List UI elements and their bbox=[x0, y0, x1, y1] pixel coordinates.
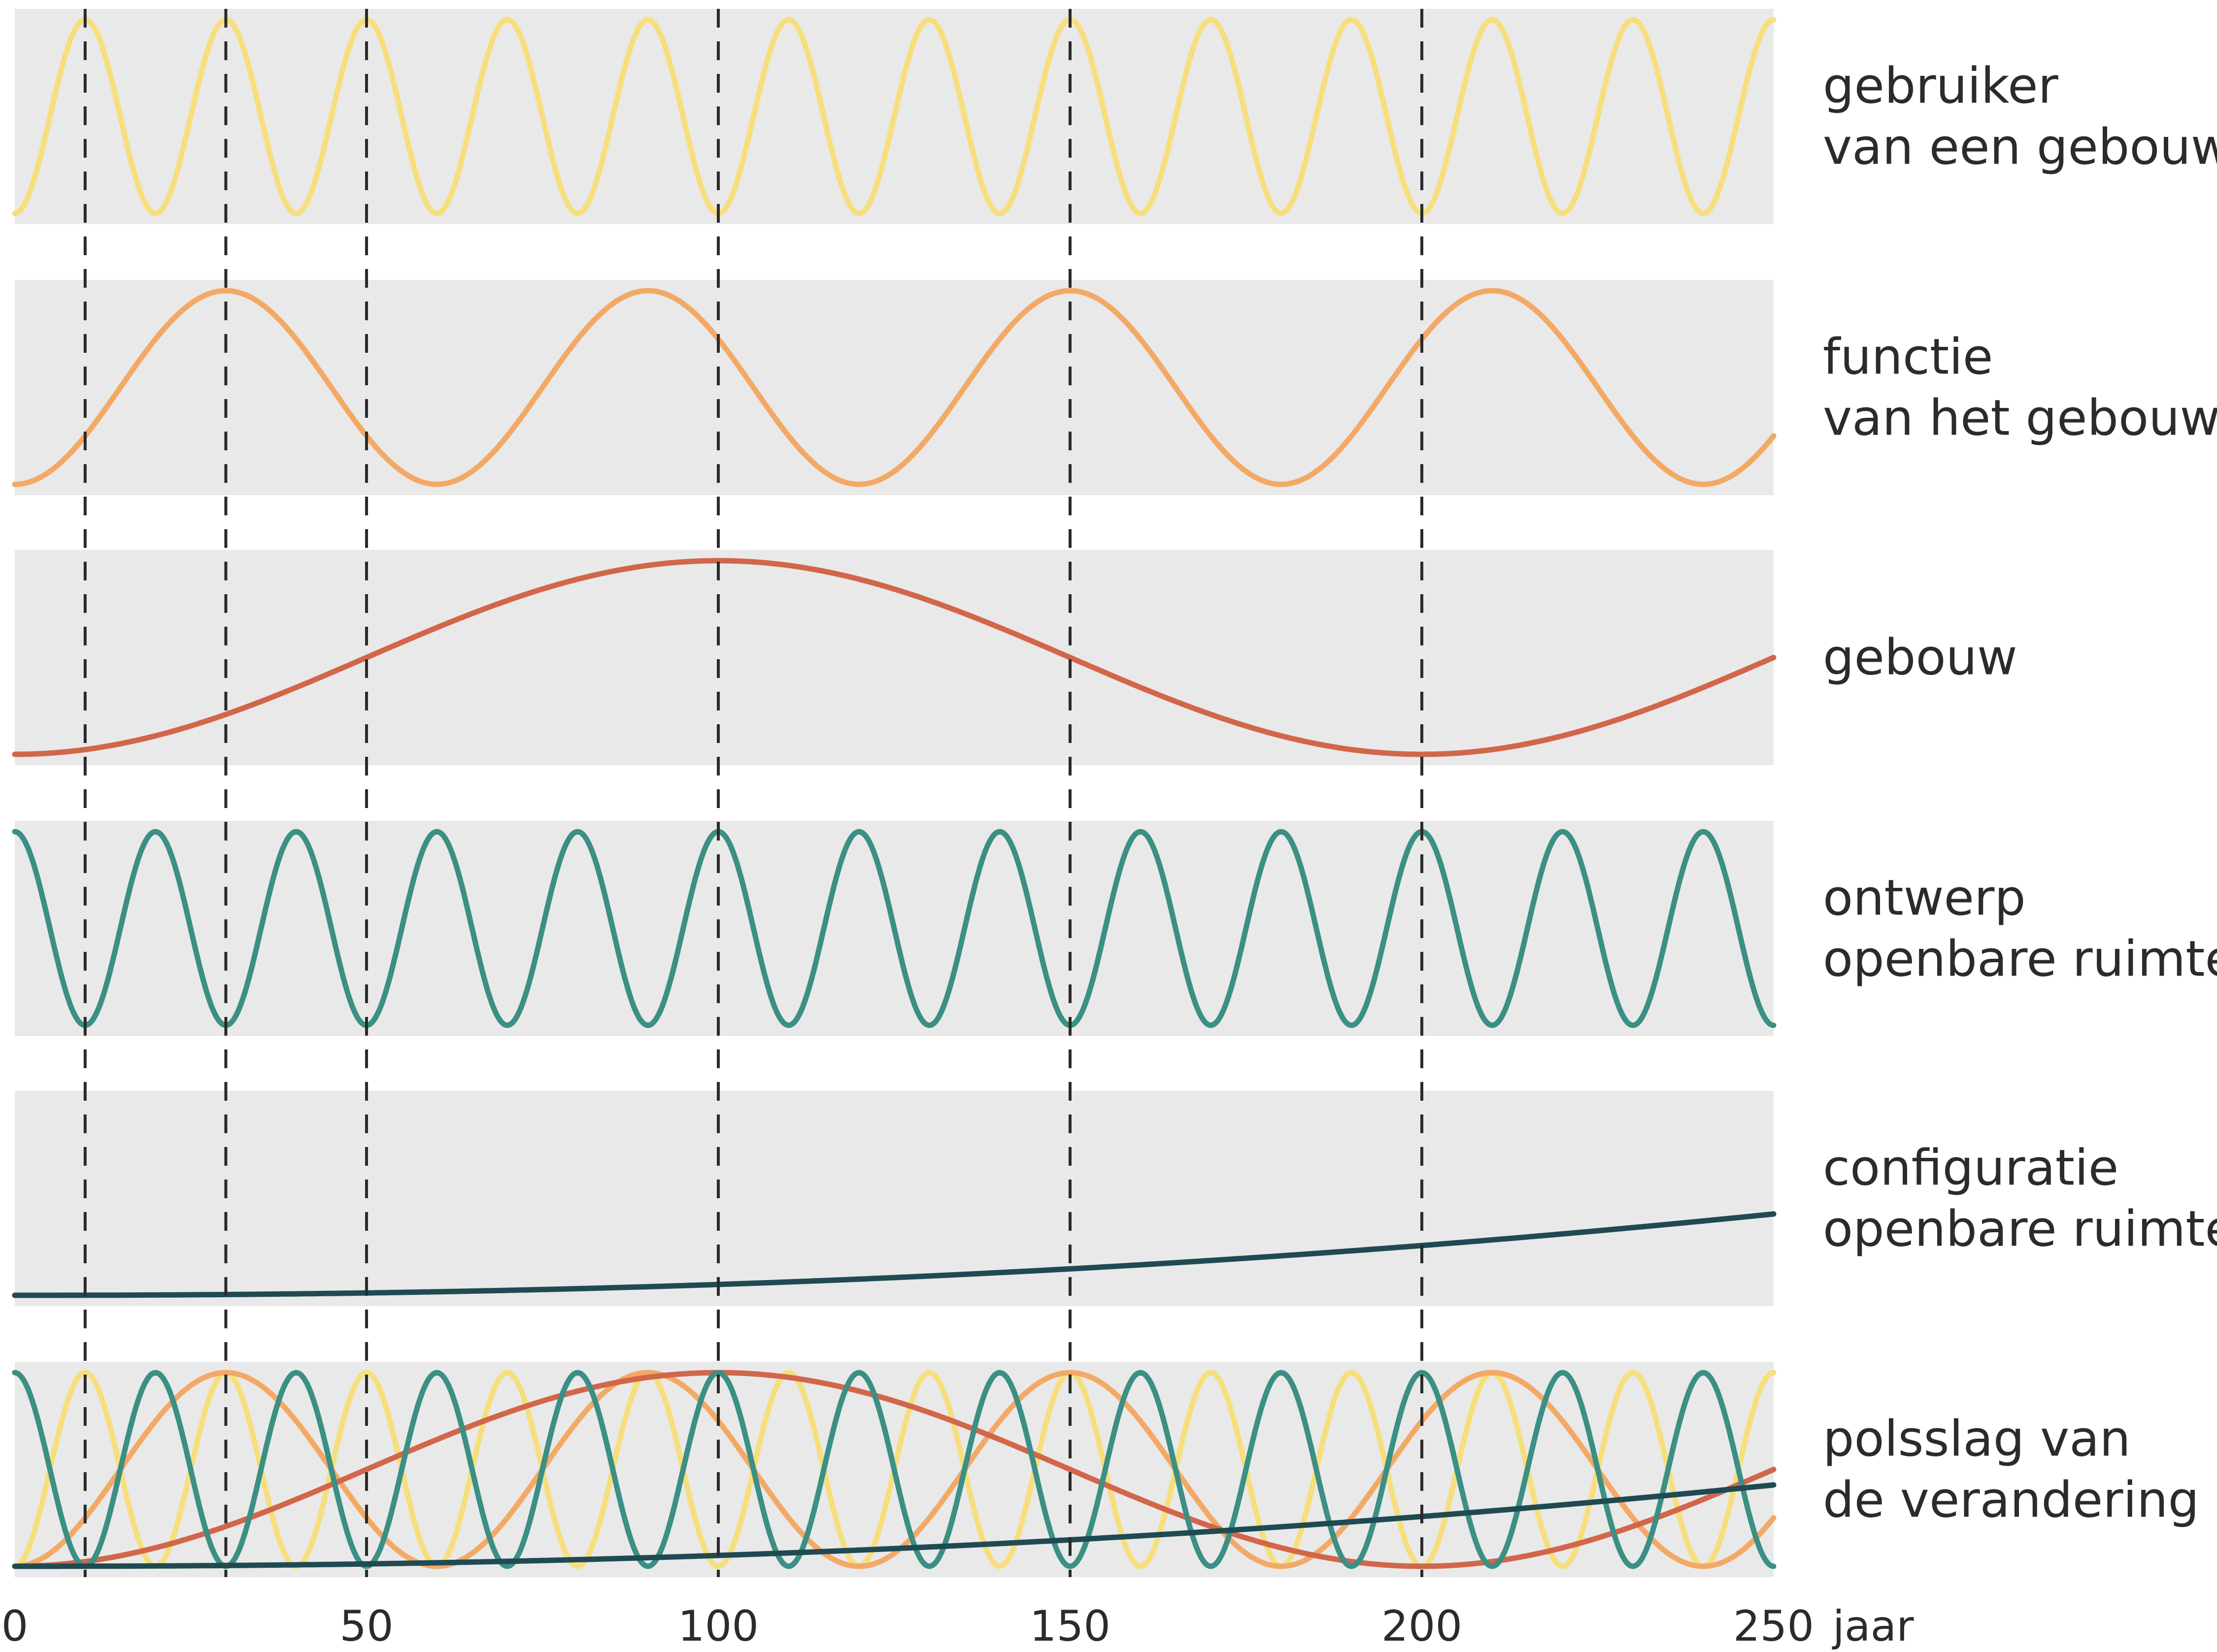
row-label-functie: functie bbox=[1823, 328, 1993, 386]
curve-gebouw-combined bbox=[12, 1370, 1777, 1569]
x-axis: 0 50 100 150 200 250 jaar bbox=[1, 1602, 1915, 1651]
row-bands bbox=[15, 9, 1774, 1577]
row-label-gebouw: gebouw bbox=[1823, 629, 2017, 686]
row-label-functie: van het gebouw bbox=[1823, 389, 2217, 447]
curve-configuratie-combined bbox=[12, 1482, 1777, 1569]
x-tick-label: 150 bbox=[1030, 1602, 1110, 1651]
band-functie bbox=[15, 280, 1774, 495]
row-label-ontwerp: openbare ruimte bbox=[1823, 930, 2217, 988]
row-curves bbox=[12, 17, 1777, 1569]
curve-ontwerp bbox=[12, 829, 1777, 1028]
curve-functie bbox=[12, 288, 1777, 487]
row-label-configuratie: configuratie bbox=[1823, 1139, 2118, 1197]
curve-ontwerp-combined bbox=[12, 1370, 1777, 1569]
curve-gebruiker bbox=[12, 17, 1777, 216]
x-unit-label: jaar bbox=[1832, 1602, 1914, 1651]
row-label-gebruiker: van een gebouw bbox=[1823, 118, 2217, 176]
row-label-polsslag: de verandering bbox=[1823, 1471, 2199, 1529]
curve-gebouw bbox=[12, 558, 1777, 757]
marker-lines bbox=[83, 9, 1423, 1577]
band-gebouw bbox=[15, 550, 1774, 765]
x-tick-label: 200 bbox=[1381, 1602, 1462, 1651]
band-configuratie bbox=[15, 1091, 1774, 1306]
x-tick-label: 0 bbox=[1, 1602, 29, 1651]
x-tick-label: 250 bbox=[1733, 1602, 1814, 1651]
curve-functie-combined bbox=[12, 1370, 1777, 1569]
x-tick-label: 50 bbox=[339, 1602, 393, 1651]
row-label-gebruiker: gebruiker bbox=[1823, 57, 2059, 115]
row-label-ontwerp: ontwerp bbox=[1823, 869, 2026, 927]
row-label-polsslag: polsslag van bbox=[1823, 1410, 2131, 1468]
curve-configuratie bbox=[12, 1211, 1777, 1298]
x-tick-label: 100 bbox=[678, 1602, 759, 1651]
row-label-configuratie: openbare ruimte bbox=[1823, 1200, 2217, 1258]
